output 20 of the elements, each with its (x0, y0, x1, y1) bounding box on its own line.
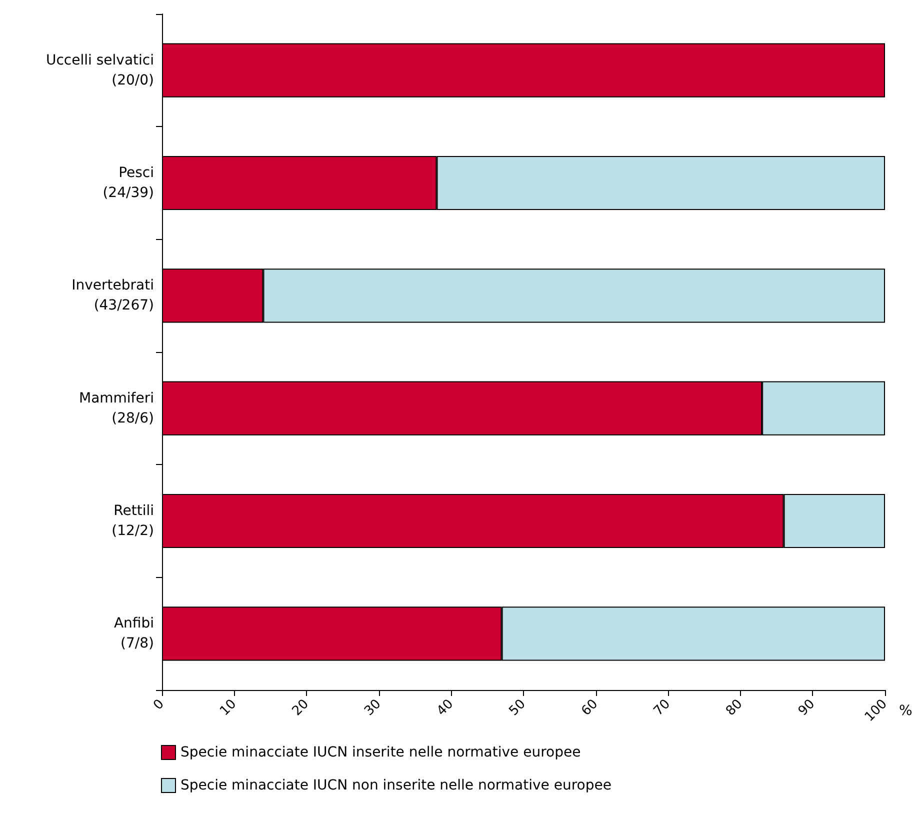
x-tick-label: 0 (150, 696, 168, 714)
x-tick-label: 90 (796, 696, 818, 719)
x-tick-label: 70 (651, 696, 674, 719)
x-tick-label: 60 (578, 696, 602, 719)
x-tick-label: 30 (362, 696, 384, 719)
y-tick-label: Invertebrati (43/267) (72, 278, 154, 314)
x-tick-label: 40 (434, 696, 457, 719)
x-tick-label: 50 (506, 696, 529, 719)
legend-label: Specie minacciate IUCN non inserite nelle normative europee (180, 778, 612, 794)
y-tick-label: Rettili (12/2) (112, 503, 154, 539)
y-tick-label: Pesci (24/39) (102, 165, 154, 201)
x-tick-label: 10 (217, 696, 240, 719)
y-tick-label: Uccelli selvatici (20/0) (46, 52, 154, 88)
x-tick-label: 20 (290, 696, 312, 719)
x-tick-label: 100 (862, 696, 890, 725)
x-axis-title: % (899, 703, 912, 719)
x-tick-label: 80 (723, 696, 746, 719)
y-tick-label: Anfibi (7/8) (114, 616, 154, 652)
legend-label: Specie minacciate IUCN inserite nelle normative europee (180, 744, 581, 760)
y-tick-label: Mammiferi (28/6) (78, 390, 154, 426)
